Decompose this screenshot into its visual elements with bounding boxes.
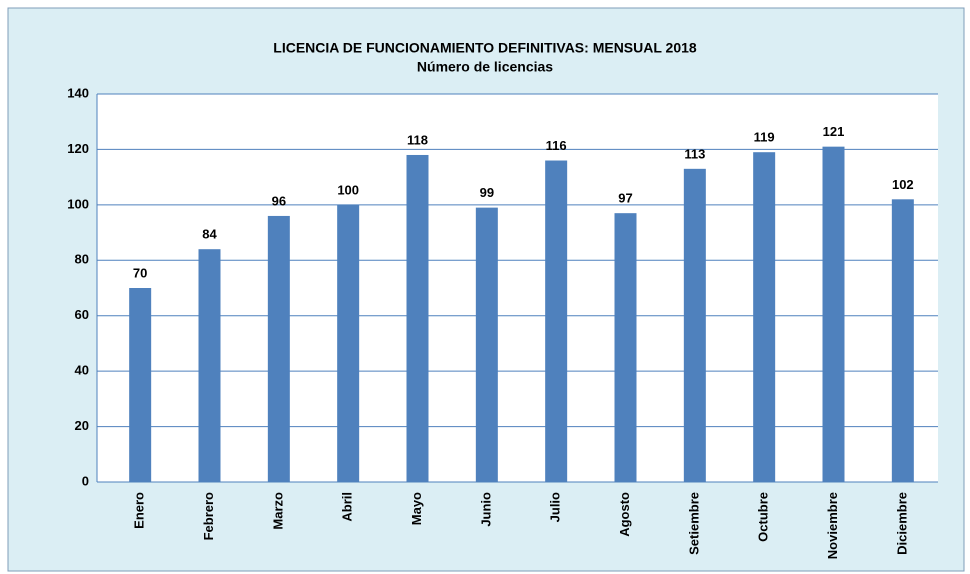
y-tick-label: 100: [67, 196, 89, 211]
x-tick-label: Agosto: [617, 492, 632, 537]
chart-title: LICENCIA DE FUNCIONAMIENTO DEFINITIVAS: …: [273, 40, 697, 56]
data-label: 113: [684, 146, 705, 161]
data-label: 100: [337, 182, 359, 197]
x-tick-label: Diciembre: [894, 492, 909, 555]
data-label: 102: [892, 177, 914, 192]
y-tick-label: 140: [67, 85, 89, 100]
bar: [406, 154, 429, 482]
data-label: 96: [272, 193, 286, 208]
y-tick-label: 120: [67, 141, 89, 156]
bar: [753, 152, 776, 482]
x-tick-label: Marzo: [270, 492, 285, 530]
x-tick-label: Mayo: [409, 492, 424, 525]
y-tick-label: 60: [75, 307, 89, 322]
data-label: 118: [407, 132, 428, 147]
x-tick-label: Julio: [548, 492, 563, 522]
plot-area: [97, 94, 938, 482]
data-label: 121: [823, 124, 845, 139]
x-tick-label: Junio: [478, 492, 493, 527]
bar: [545, 160, 568, 482]
x-tick-label: Octubre: [756, 492, 771, 542]
y-tick-label: 20: [75, 418, 89, 433]
x-tick-label: Enero: [132, 492, 147, 529]
bar: [822, 146, 845, 482]
bar: [614, 213, 637, 482]
bar: [198, 249, 221, 482]
x-tick-label: Abril: [340, 492, 355, 522]
data-label: 119: [754, 130, 775, 145]
bar: [683, 168, 706, 483]
chart-subtitle: Número de licencias: [417, 59, 553, 75]
data-label: 116: [546, 138, 567, 153]
y-tick-label: 40: [75, 363, 89, 378]
x-tick-label: Noviembre: [825, 492, 840, 559]
data-label: 70: [133, 265, 147, 280]
data-label: 84: [202, 227, 217, 242]
bar: [891, 199, 914, 483]
bar: [475, 207, 498, 482]
bar: [129, 288, 152, 482]
y-tick-label: 0: [82, 473, 89, 488]
bar: [337, 204, 360, 482]
bar: [267, 215, 290, 482]
data-label: 97: [618, 191, 632, 206]
y-tick-label: 80: [75, 252, 89, 267]
data-label: 99: [480, 185, 494, 200]
x-tick-label: Febrero: [201, 492, 216, 540]
x-tick-label: Setiembre: [686, 492, 701, 555]
